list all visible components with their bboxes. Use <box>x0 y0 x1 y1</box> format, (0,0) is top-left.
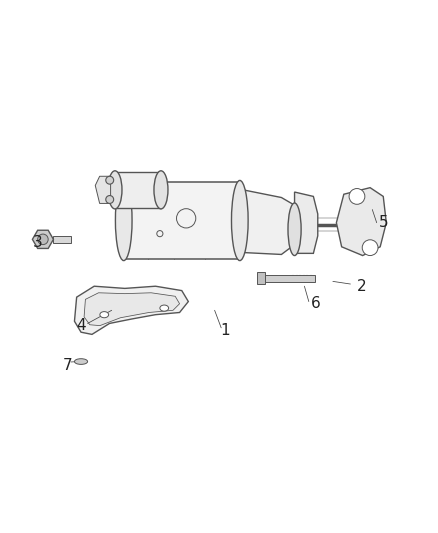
Circle shape <box>106 196 114 204</box>
Polygon shape <box>336 188 386 255</box>
Polygon shape <box>74 286 188 334</box>
Text: 2: 2 <box>357 279 366 294</box>
Circle shape <box>362 240 378 255</box>
Circle shape <box>349 189 365 204</box>
Ellipse shape <box>288 203 301 255</box>
Ellipse shape <box>160 305 169 311</box>
Ellipse shape <box>154 171 168 209</box>
Polygon shape <box>265 275 315 282</box>
Ellipse shape <box>74 359 88 365</box>
Ellipse shape <box>100 312 109 318</box>
Text: 7: 7 <box>63 358 73 373</box>
Text: 6: 6 <box>311 296 320 311</box>
Ellipse shape <box>108 171 122 209</box>
Polygon shape <box>257 272 265 285</box>
Polygon shape <box>115 172 161 208</box>
Text: 3: 3 <box>32 235 42 250</box>
Polygon shape <box>294 192 318 253</box>
Text: 5: 5 <box>378 215 388 230</box>
Ellipse shape <box>231 181 248 261</box>
Polygon shape <box>237 189 294 254</box>
Polygon shape <box>124 182 240 259</box>
Circle shape <box>106 176 114 184</box>
Text: 4: 4 <box>76 318 86 333</box>
Polygon shape <box>84 293 180 326</box>
Polygon shape <box>53 236 71 243</box>
Circle shape <box>38 234 48 245</box>
Text: 1: 1 <box>221 322 230 337</box>
Ellipse shape <box>115 181 132 261</box>
Polygon shape <box>95 176 110 204</box>
